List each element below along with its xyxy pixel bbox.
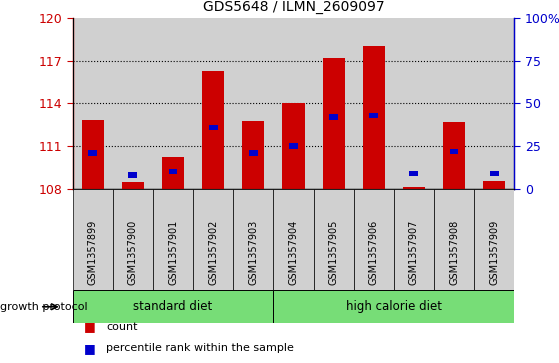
Text: GSM1357901: GSM1357901	[168, 220, 178, 285]
Text: GSM1357904: GSM1357904	[288, 220, 299, 285]
FancyBboxPatch shape	[113, 189, 153, 290]
Bar	[474, 18, 514, 189]
Text: GSM1357909: GSM1357909	[489, 220, 499, 285]
Text: GSM1357900: GSM1357900	[128, 220, 138, 285]
Bar	[403, 187, 425, 189]
Text: high calorie diet: high calorie diet	[346, 300, 442, 313]
Bar	[122, 182, 144, 189]
Text: count: count	[106, 322, 138, 332]
FancyBboxPatch shape	[410, 171, 418, 176]
Text: ■: ■	[84, 342, 96, 355]
Text: ■: ■	[84, 320, 96, 333]
Bar	[483, 181, 505, 189]
Text: GSM1357903: GSM1357903	[248, 220, 258, 285]
Bar	[434, 18, 474, 189]
Title: GDS5648 / ILMN_2609097: GDS5648 / ILMN_2609097	[203, 0, 384, 15]
FancyBboxPatch shape	[73, 189, 113, 290]
FancyBboxPatch shape	[169, 169, 177, 174]
Bar	[113, 18, 153, 189]
Text: GSM1357908: GSM1357908	[449, 220, 459, 285]
Bar	[323, 58, 345, 189]
Bar	[394, 18, 434, 189]
Text: standard diet: standard diet	[134, 300, 212, 313]
FancyBboxPatch shape	[153, 189, 193, 290]
Bar	[282, 103, 305, 189]
Bar	[233, 18, 273, 189]
FancyBboxPatch shape	[354, 189, 394, 290]
FancyBboxPatch shape	[73, 290, 273, 323]
FancyBboxPatch shape	[289, 143, 298, 149]
Text: GSM1357902: GSM1357902	[208, 220, 218, 285]
FancyBboxPatch shape	[249, 150, 258, 156]
Text: growth protocol: growth protocol	[0, 302, 88, 312]
Bar	[242, 121, 264, 189]
FancyBboxPatch shape	[273, 189, 314, 290]
FancyBboxPatch shape	[329, 114, 338, 120]
Bar	[363, 46, 385, 189]
FancyBboxPatch shape	[273, 290, 514, 323]
FancyBboxPatch shape	[193, 189, 233, 290]
Bar	[314, 18, 354, 189]
Bar	[202, 71, 224, 189]
FancyBboxPatch shape	[434, 189, 474, 290]
Bar	[153, 18, 193, 189]
Bar	[162, 158, 184, 189]
Text: GSM1357907: GSM1357907	[409, 220, 419, 285]
Bar	[193, 18, 233, 189]
FancyBboxPatch shape	[209, 125, 217, 130]
Text: GSM1357906: GSM1357906	[369, 220, 379, 285]
FancyBboxPatch shape	[449, 148, 458, 154]
Text: percentile rank within the sample: percentile rank within the sample	[106, 343, 294, 354]
FancyBboxPatch shape	[314, 189, 354, 290]
Text: GSM1357899: GSM1357899	[88, 220, 98, 285]
FancyBboxPatch shape	[474, 189, 514, 290]
FancyBboxPatch shape	[490, 171, 499, 176]
FancyBboxPatch shape	[88, 150, 97, 156]
Text: GSM1357905: GSM1357905	[329, 220, 339, 285]
Bar	[443, 122, 465, 189]
FancyBboxPatch shape	[129, 172, 138, 178]
Bar	[82, 120, 104, 189]
Bar	[73, 18, 113, 189]
FancyBboxPatch shape	[369, 113, 378, 118]
FancyBboxPatch shape	[233, 189, 273, 290]
Bar	[273, 18, 314, 189]
Bar	[354, 18, 394, 189]
FancyBboxPatch shape	[394, 189, 434, 290]
